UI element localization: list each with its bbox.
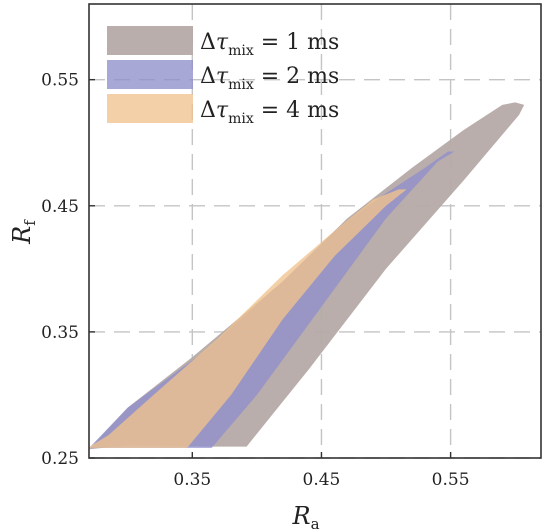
y-tick-label-0: 0.25: [41, 449, 79, 469]
x-tick-label-1: 0.45: [303, 470, 341, 490]
legend-swatch-1: [107, 26, 193, 55]
axis-ticks: 0.35 0.45 0.55 0.25 0.35 0.45 0.55: [41, 71, 469, 490]
x-tick-label-0: 0.35: [173, 470, 211, 490]
y-axis-label: Rf: [8, 219, 39, 245]
legend-label-2: Δτmix = 2 ms: [200, 64, 339, 93]
legend-swatch-2: [107, 60, 193, 89]
x-axis-label: Ra: [291, 502, 319, 532]
legend-label-3: Δτmix = 4 ms: [200, 98, 339, 127]
y-tick-label-2: 0.45: [41, 197, 79, 217]
area-series: [89, 102, 525, 450]
x-tick-label-2: 0.55: [432, 470, 470, 490]
legend-swatch-3: [107, 94, 193, 123]
legend: Δτmix = 1 ms Δτmix = 2 ms Δτmix = 4 ms: [107, 26, 339, 127]
legend-label-1: Δτmix = 1 ms: [200, 30, 339, 59]
area-series-3: [89, 189, 407, 448]
y-tick-label-1: 0.35: [41, 323, 79, 343]
plot-frame: [88, 3, 542, 459]
y-tick-label-3: 0.55: [41, 71, 79, 91]
